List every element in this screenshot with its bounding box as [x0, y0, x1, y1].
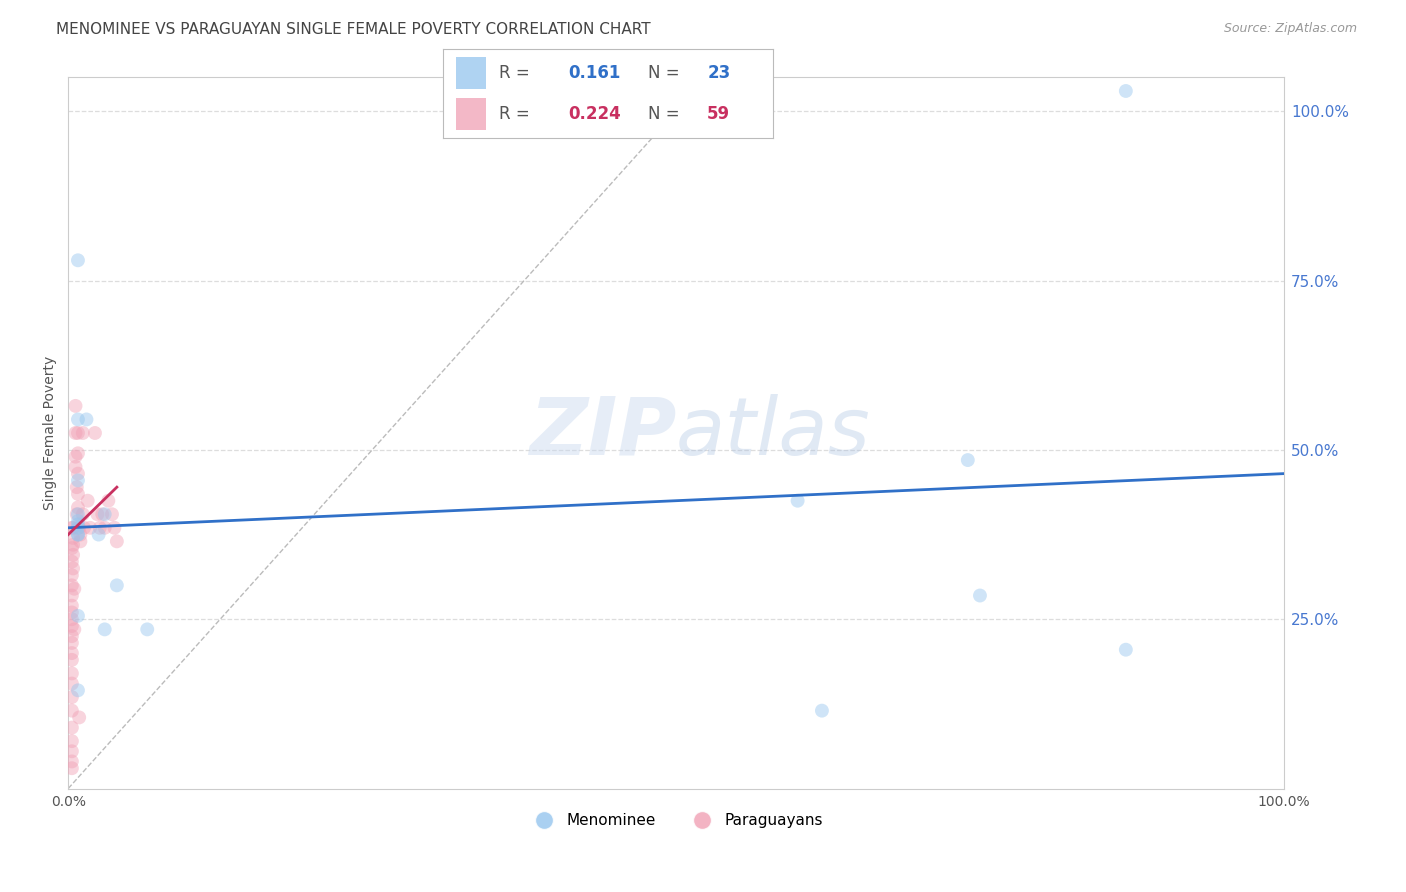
- Point: [60, 612, 83, 626]
- Text: MENOMINEE VS PARAGUAYAN SINGLE FEMALE POVERTY CORRELATION CHART: MENOMINEE VS PARAGUAYAN SINGLE FEMALE PO…: [56, 22, 651, 37]
- Point: [93, 521, 115, 535]
- Point: [65, 450, 87, 464]
- Point: [60, 629, 83, 643]
- Point: [66, 517, 89, 532]
- Point: [75, 412, 97, 426]
- Bar: [456, 57, 486, 89]
- Point: [66, 425, 89, 440]
- Point: [60, 599, 83, 613]
- Point: [69, 527, 91, 541]
- Point: [67, 710, 90, 724]
- Point: [60, 578, 83, 592]
- Point: [60, 606, 83, 620]
- Point: [87, 527, 110, 541]
- Y-axis label: Single Female Poverty: Single Female Poverty: [44, 356, 58, 510]
- Point: [60, 589, 83, 603]
- Point: [93, 508, 115, 522]
- Point: [62, 561, 84, 575]
- Point: [60, 521, 83, 535]
- Point: [60, 721, 83, 735]
- Text: 0.161: 0.161: [568, 64, 621, 82]
- Point: [811, 704, 834, 718]
- Text: 59: 59: [707, 105, 730, 123]
- Point: [93, 623, 115, 637]
- Point: [1115, 84, 1137, 98]
- Point: [66, 508, 89, 522]
- Point: [66, 500, 89, 515]
- Point: [66, 467, 89, 481]
- Point: [65, 399, 87, 413]
- Point: [69, 534, 91, 549]
- Point: [60, 653, 83, 667]
- Point: [63, 582, 86, 596]
- Point: [65, 459, 87, 474]
- Point: [103, 521, 125, 535]
- Point: [136, 623, 159, 637]
- Point: [105, 534, 128, 549]
- Point: [60, 568, 83, 582]
- Point: [62, 538, 84, 552]
- Point: [66, 474, 89, 488]
- Point: [66, 487, 89, 501]
- Point: [66, 683, 89, 698]
- Text: R =: R =: [499, 64, 536, 82]
- Point: [72, 425, 94, 440]
- Point: [66, 253, 89, 268]
- Point: [67, 521, 90, 535]
- Text: N =: N =: [648, 105, 685, 123]
- Point: [84, 425, 107, 440]
- Point: [66, 480, 89, 494]
- Point: [101, 508, 124, 522]
- Point: [60, 690, 83, 705]
- Point: [60, 755, 83, 769]
- Text: atlas: atlas: [676, 394, 870, 472]
- Point: [60, 761, 83, 775]
- Point: [60, 666, 83, 681]
- Text: 0.224: 0.224: [568, 105, 621, 123]
- Point: [73, 521, 96, 535]
- Point: [86, 508, 108, 522]
- Point: [60, 676, 83, 690]
- Text: R =: R =: [499, 105, 536, 123]
- Point: [60, 646, 83, 660]
- Text: ZIP: ZIP: [529, 394, 676, 472]
- Point: [60, 704, 83, 718]
- Point: [66, 508, 89, 522]
- Point: [79, 521, 101, 535]
- Point: [66, 527, 89, 541]
- Point: [62, 521, 84, 535]
- Point: [60, 636, 83, 650]
- Point: [60, 619, 83, 633]
- Point: [66, 608, 89, 623]
- Point: [60, 744, 83, 758]
- Bar: [456, 98, 486, 130]
- Point: [1115, 642, 1137, 657]
- Point: [72, 508, 94, 522]
- Point: [969, 589, 991, 603]
- Text: 23: 23: [707, 64, 731, 82]
- Point: [66, 527, 89, 541]
- Point: [66, 412, 89, 426]
- Point: [62, 531, 84, 545]
- Point: [91, 508, 114, 522]
- Point: [62, 548, 84, 562]
- Point: [76, 493, 98, 508]
- Point: [66, 521, 89, 535]
- Point: [89, 521, 111, 535]
- Point: [65, 425, 87, 440]
- Point: [956, 453, 979, 467]
- Legend: Menominee, Paraguayans: Menominee, Paraguayans: [523, 807, 830, 834]
- Point: [63, 623, 86, 637]
- Point: [60, 555, 83, 569]
- Point: [60, 541, 83, 555]
- Point: [97, 493, 120, 508]
- Point: [105, 578, 128, 592]
- Point: [60, 734, 83, 748]
- Text: Source: ZipAtlas.com: Source: ZipAtlas.com: [1223, 22, 1357, 36]
- Text: N =: N =: [648, 64, 685, 82]
- Point: [66, 446, 89, 460]
- Point: [786, 493, 808, 508]
- Point: [66, 514, 89, 528]
